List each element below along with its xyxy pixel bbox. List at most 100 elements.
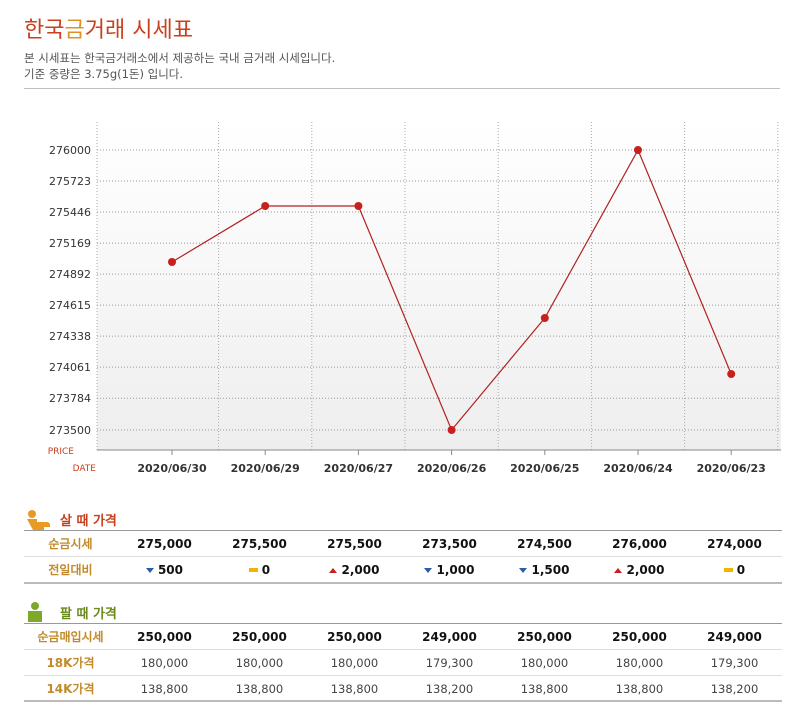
cell: 250,000 — [137, 629, 192, 644]
row-label-18k: 18K가격 — [24, 649, 117, 676]
cell: 250,000 — [327, 629, 382, 644]
arrow-up-icon — [614, 567, 623, 573]
sell-price-table: 순금매입시세 250,000 250,000 250,000 249,000 2… — [24, 624, 782, 701]
y-tick-label: 276000 — [49, 144, 91, 157]
change-value: 0 — [261, 562, 271, 577]
y-axis-label: PRICE — [48, 447, 75, 457]
data-point — [447, 426, 456, 434]
arrow-down-icon — [145, 567, 154, 573]
table-row: 18K가격 180,000 180,000 180,000 179,300 18… — [24, 649, 782, 676]
data-point — [727, 370, 736, 378]
x-tick-label: 2020/06/23 — [697, 462, 766, 475]
change-value: 2,000 — [626, 562, 665, 577]
cell: 138,800 — [116, 675, 212, 701]
arrow-down-icon — [424, 567, 433, 573]
cell: 275,000 — [137, 536, 192, 551]
cell: 250,000 — [612, 629, 667, 644]
cell: 180,000 — [306, 649, 402, 676]
y-tick-label: 275723 — [49, 175, 91, 188]
buy-price-table: 순금시세 275,000 275,500 275,500 273,500 274… — [24, 531, 782, 582]
cell: 138,800 — [591, 675, 687, 701]
cell: 250,000 — [517, 629, 572, 644]
table-row: 14K가격 138,800 138,800 138,800 138,200 13… — [24, 675, 782, 701]
sell-table-bottom-line — [24, 700, 782, 702]
cell: 138,800 — [306, 675, 402, 701]
cell: 138,200 — [686, 675, 782, 701]
cell: 180,000 — [591, 649, 687, 676]
title-part-a: 한국 — [24, 18, 65, 43]
cell: 249,000 — [422, 629, 477, 644]
data-point — [168, 258, 176, 266]
cell: 180,000 — [496, 649, 592, 676]
desc-line-1: 본 시세표는 한국금거래소에서 제공하는 국내 금거래 시세입니다. — [24, 51, 336, 65]
cell: 274,000 — [707, 536, 762, 551]
y-tick-label: 273784 — [49, 392, 91, 405]
y-tick-label: 275446 — [49, 206, 91, 219]
cell: 275,500 — [232, 536, 287, 551]
x-tick-labels: 2020/06/30 2020/06/29 2020/06/27 2020/06/26… — [137, 450, 766, 475]
buy-heading-label: 살 때 가격 — [60, 513, 117, 529]
no-change-icon — [723, 568, 733, 572]
sell-section-heading: 팔 때 가격 — [24, 601, 117, 623]
arrow-down-icon — [519, 567, 528, 573]
no-change-icon — [248, 568, 258, 572]
table-row: 전일대비 500 0 2,000 1,000 1,500 2,000 0 — [24, 556, 782, 582]
cell: 250,000 — [232, 629, 287, 644]
change-value: 0 — [736, 562, 746, 577]
cell: 276,000 — [612, 536, 667, 551]
buy-table-bottom-line — [24, 582, 782, 584]
change-cell: 2,000 — [591, 556, 687, 582]
y-tick-label: 274061 — [49, 361, 91, 374]
buy-table-top-line — [24, 530, 782, 531]
table-row: 순금매입시세 250,000 250,000 250,000 249,000 2… — [24, 624, 782, 650]
title-part-c: 거래 시세표 — [84, 18, 193, 43]
cell: 274,500 — [517, 536, 572, 551]
cell: 179,300 — [686, 649, 782, 676]
y-tick-label: 273500 — [49, 424, 91, 437]
cell: 180,000 — [211, 649, 307, 676]
page-description: 본 시세표는 한국금거래소에서 제공하는 국내 금거래 시세입니다. 기준 중량… — [24, 50, 335, 82]
cell: 273,500 — [422, 536, 477, 551]
header-divider — [24, 88, 780, 89]
row-label-daily-change: 전일대비 — [24, 556, 117, 582]
cell: 138,800 — [211, 675, 307, 701]
x-tick-label: 2020/06/26 — [417, 462, 487, 475]
desc-line-2: 기준 중량은 3.75g(1돈) 입니다. — [24, 67, 184, 81]
change-value: 2,000 — [341, 562, 380, 577]
data-point — [540, 314, 549, 322]
data-points — [168, 146, 736, 434]
plot-background — [97, 122, 781, 450]
change-value: 1,000 — [436, 562, 475, 577]
row-label-14k: 14K가격 — [24, 675, 117, 701]
row-label-pure-gold-buyback: 순금매입시세 — [37, 630, 104, 644]
cell: 179,300 — [401, 649, 497, 676]
change-cell: 500 — [116, 556, 212, 582]
page-title: 한국금거래 시세표 — [24, 12, 193, 44]
arrow-up-icon — [329, 567, 338, 573]
y-tick-labels: 276000 275723 275446 275169 274892 274615 2743… — [49, 144, 91, 437]
table-row: 순금시세 275,000 275,500 275,500 273,500 274… — [24, 531, 782, 557]
change-cell: 0 — [211, 556, 307, 582]
cell: 180,000 — [116, 649, 212, 676]
x-tick-label: 2020/06/27 — [324, 462, 393, 475]
sell-heading-label: 팔 때 가격 — [60, 606, 117, 622]
change-value: 500 — [157, 562, 183, 577]
y-tick-label: 274615 — [49, 299, 91, 312]
cell: 138,800 — [496, 675, 592, 701]
data-point — [634, 146, 642, 154]
title-part-b: 금 — [64, 18, 85, 43]
x-tick-label: 2020/06/25 — [510, 462, 579, 475]
change-cell: 2,000 — [306, 556, 402, 582]
change-value: 1,500 — [531, 562, 570, 577]
person-buy-icon — [28, 602, 42, 622]
y-tick-label: 274338 — [49, 330, 91, 343]
change-cell: 1,000 — [401, 556, 497, 582]
person-sell-icon — [27, 510, 50, 530]
change-cell: 1,500 — [496, 556, 592, 582]
change-cell: 0 — [686, 556, 782, 582]
row-label-pure-gold: 순금시세 — [48, 537, 93, 551]
data-point — [354, 202, 363, 210]
y-tick-label: 275169 — [49, 237, 91, 250]
buy-section-heading: 살 때 가격 — [24, 508, 117, 530]
price-line-chart: 276000 275723 275446 275169 274892 274615 2743… — [48, 122, 781, 475]
